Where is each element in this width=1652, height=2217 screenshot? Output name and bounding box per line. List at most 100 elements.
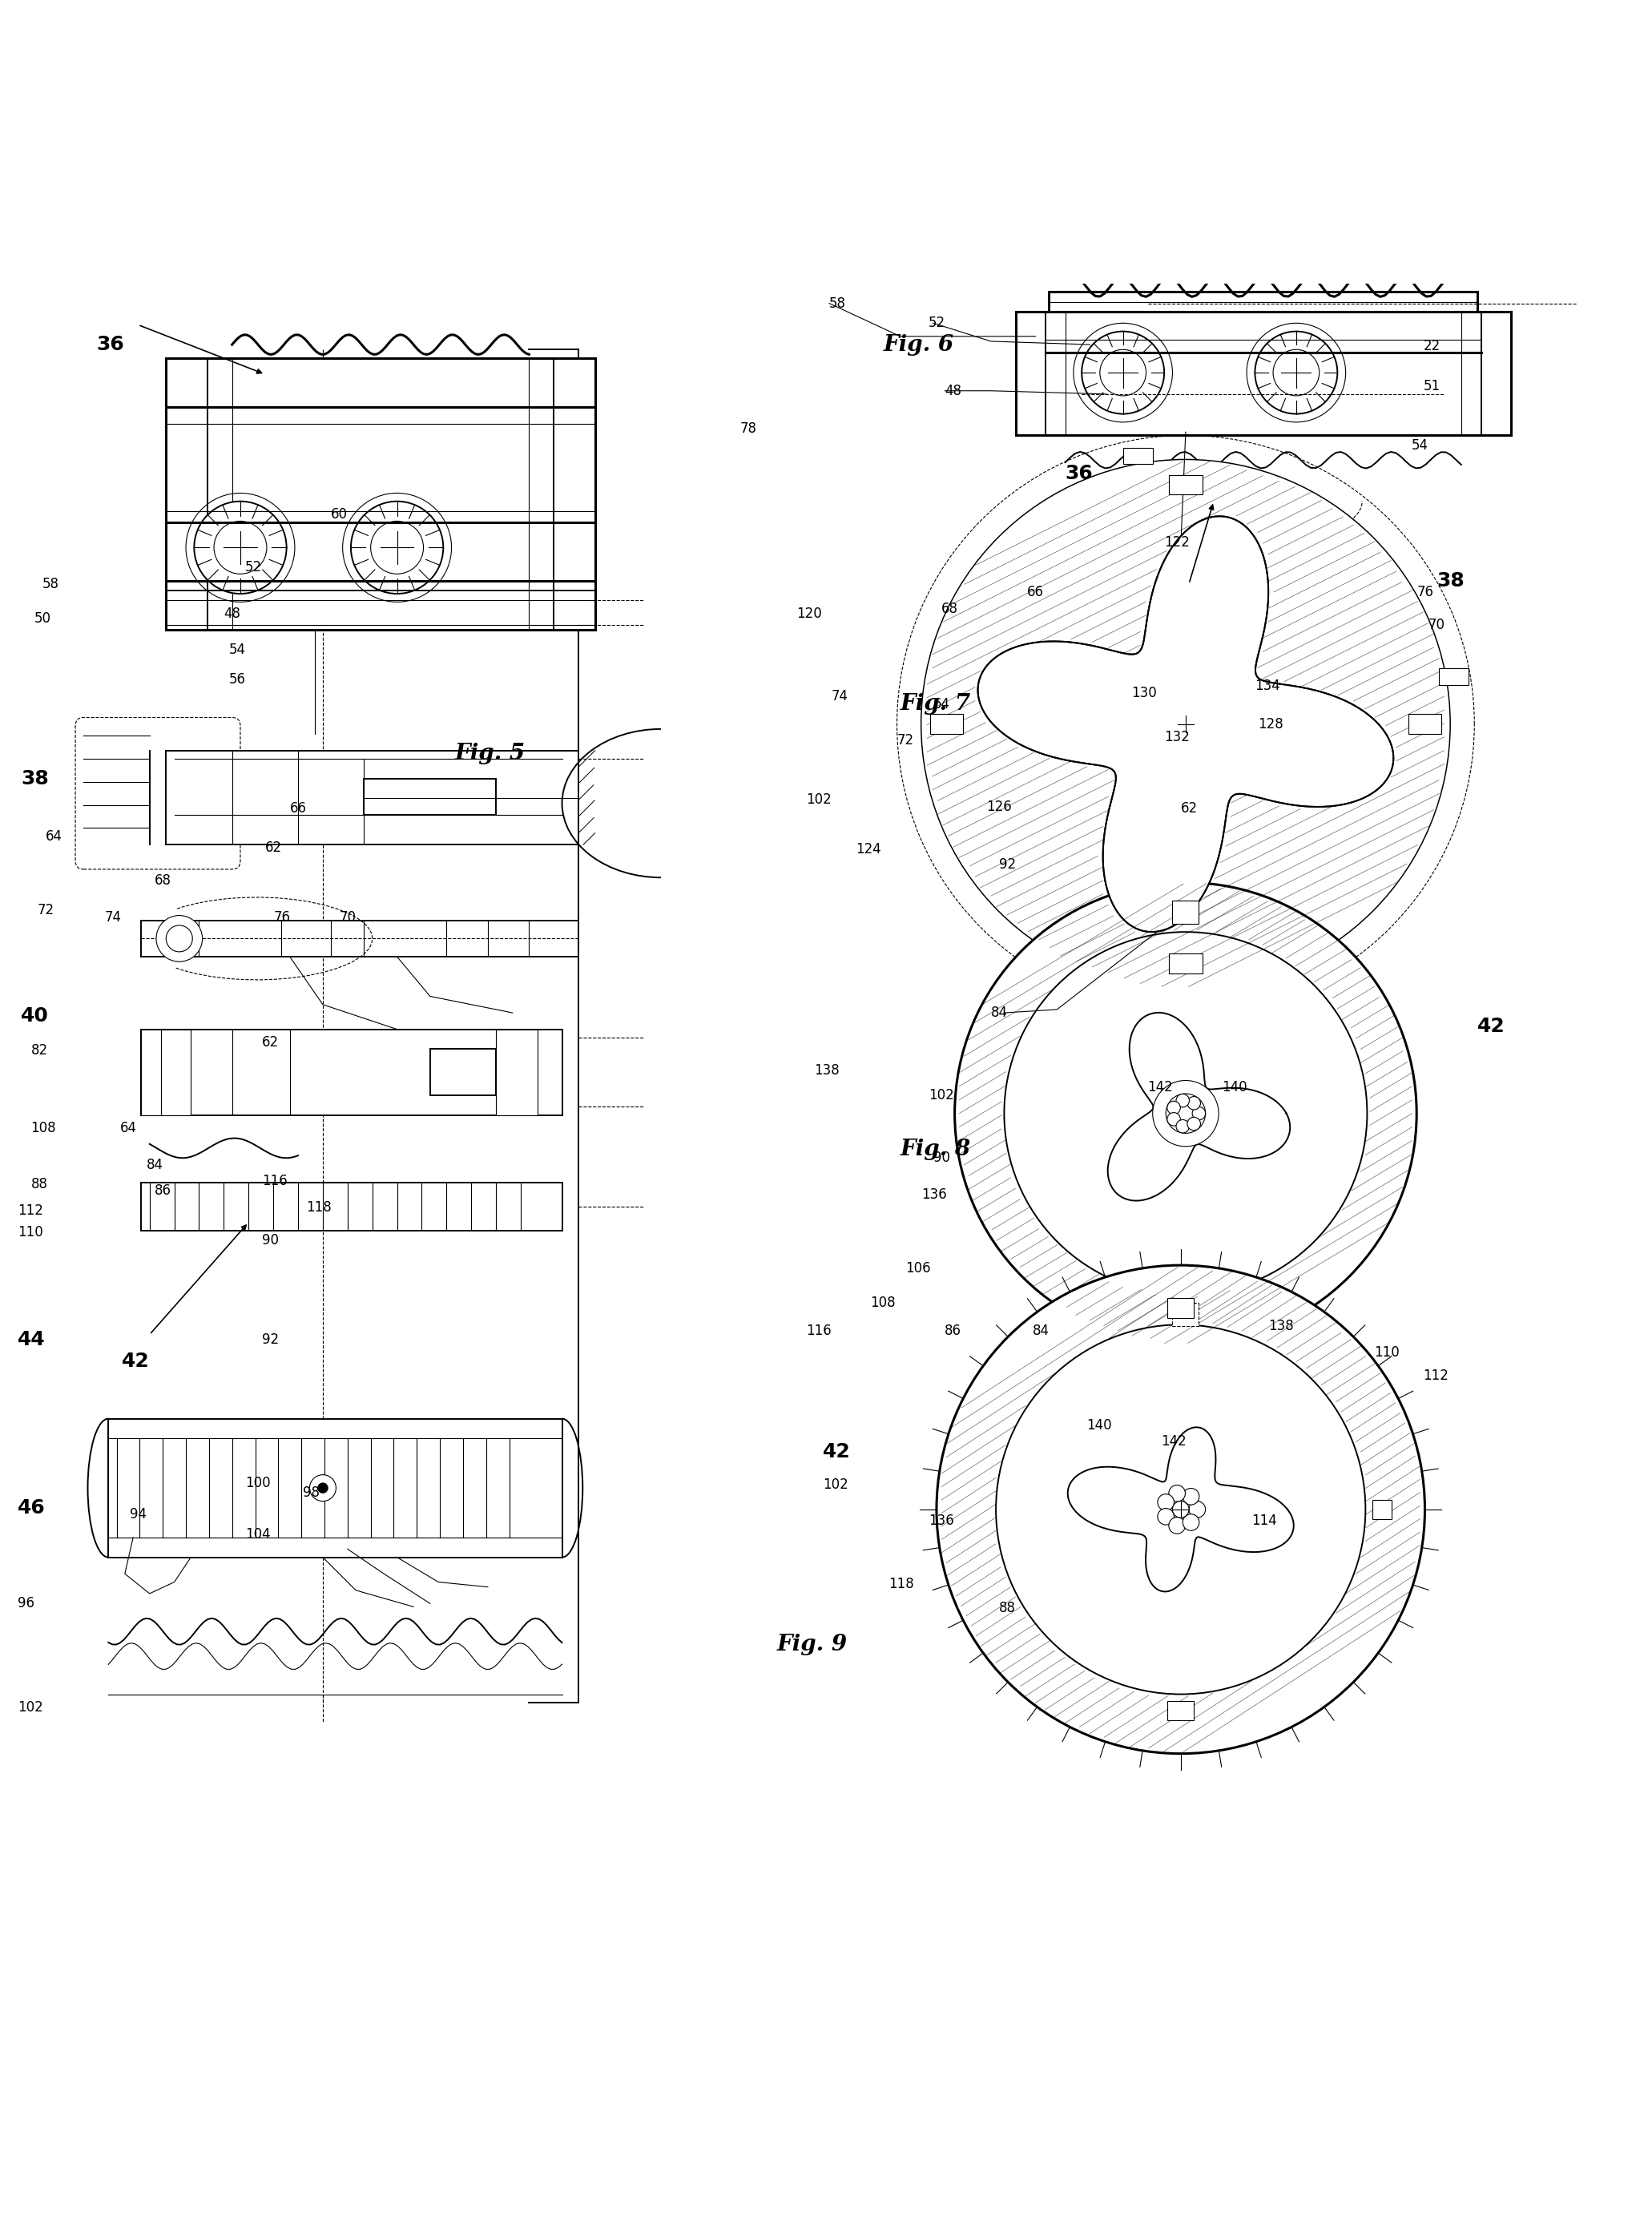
Circle shape — [167, 924, 193, 951]
Text: 102: 102 — [928, 1089, 953, 1102]
Circle shape — [1100, 350, 1146, 397]
Text: 84: 84 — [991, 1007, 1008, 1020]
Circle shape — [922, 461, 1449, 989]
Text: 68: 68 — [155, 873, 172, 889]
Text: 142: 142 — [1161, 1434, 1186, 1450]
Circle shape — [1183, 1514, 1199, 1530]
Text: 120: 120 — [796, 605, 821, 621]
Text: 22: 22 — [1424, 339, 1441, 353]
Text: 52: 52 — [244, 561, 263, 574]
Circle shape — [1176, 1093, 1189, 1106]
Text: 54: 54 — [228, 643, 246, 656]
Text: 86: 86 — [945, 1324, 961, 1339]
Text: 128: 128 — [1259, 716, 1284, 732]
Text: 94: 94 — [131, 1508, 147, 1521]
FancyBboxPatch shape — [76, 718, 240, 869]
Bar — [1049, 293, 1477, 313]
Circle shape — [1082, 330, 1165, 415]
Bar — [142, 920, 578, 958]
Text: 54: 54 — [1412, 439, 1429, 452]
Text: 42: 42 — [122, 1352, 149, 1370]
Text: 66: 66 — [289, 800, 307, 816]
Circle shape — [213, 521, 266, 574]
Circle shape — [1189, 1501, 1206, 1519]
Text: 84: 84 — [147, 1157, 164, 1173]
Bar — [142, 1182, 562, 1230]
Circle shape — [1166, 1093, 1206, 1133]
Text: 58: 58 — [43, 576, 59, 592]
Text: 90: 90 — [261, 1233, 279, 1248]
Bar — [430, 1049, 496, 1095]
Text: 110: 110 — [1374, 1346, 1399, 1359]
Bar — [1168, 1299, 1194, 1319]
Bar — [167, 752, 578, 845]
Text: 108: 108 — [31, 1122, 56, 1135]
Circle shape — [1158, 1494, 1175, 1510]
Text: 62: 62 — [261, 1035, 279, 1049]
Circle shape — [1183, 1488, 1199, 1505]
Text: 98: 98 — [302, 1485, 320, 1501]
Circle shape — [1168, 1102, 1181, 1115]
Text: 70: 70 — [339, 909, 357, 924]
Text: 108: 108 — [871, 1297, 895, 1310]
Bar — [142, 1029, 562, 1115]
Text: 136: 136 — [928, 1514, 953, 1528]
Circle shape — [1168, 1113, 1181, 1126]
Text: 90: 90 — [933, 1151, 950, 1166]
Text: 92: 92 — [261, 1332, 279, 1346]
Circle shape — [1158, 1508, 1175, 1525]
Polygon shape — [1067, 1428, 1294, 1592]
Text: 114: 114 — [1252, 1514, 1277, 1528]
Circle shape — [1188, 1097, 1201, 1111]
Text: 140: 140 — [1222, 1080, 1247, 1095]
Text: 100: 100 — [244, 1477, 271, 1490]
Text: 74: 74 — [831, 689, 847, 703]
Text: 72: 72 — [897, 734, 914, 747]
Text: 56: 56 — [228, 672, 246, 687]
Text: 64: 64 — [46, 829, 63, 842]
Text: 104: 104 — [244, 1528, 271, 1541]
Bar — [1170, 474, 1203, 494]
Bar — [930, 714, 963, 734]
Text: 132: 132 — [1165, 729, 1189, 745]
Bar — [1439, 670, 1469, 685]
Text: 36: 36 — [1066, 463, 1094, 483]
Bar — [1168, 1700, 1194, 1720]
Text: 122: 122 — [1165, 534, 1189, 550]
Text: 106: 106 — [905, 1261, 930, 1275]
Text: 68: 68 — [942, 601, 958, 616]
Text: 130: 130 — [1132, 685, 1156, 701]
Circle shape — [1153, 1080, 1219, 1146]
Text: 126: 126 — [986, 800, 1011, 814]
Bar — [109, 1419, 562, 1556]
Text: 74: 74 — [106, 909, 122, 924]
Text: 102: 102 — [806, 794, 831, 807]
Circle shape — [309, 1474, 335, 1501]
Text: 112: 112 — [1424, 1368, 1449, 1383]
Text: 60: 60 — [330, 508, 349, 521]
Text: 42: 42 — [1477, 1015, 1505, 1035]
Circle shape — [1176, 1120, 1189, 1133]
Bar — [363, 778, 496, 816]
Text: 36: 36 — [97, 335, 124, 355]
Text: 134: 134 — [1256, 678, 1280, 694]
Text: 138: 138 — [1269, 1319, 1294, 1332]
Text: 116: 116 — [806, 1324, 831, 1339]
Text: 40: 40 — [21, 1007, 50, 1026]
Bar — [1173, 1304, 1199, 1326]
Text: 86: 86 — [155, 1184, 172, 1197]
Circle shape — [1168, 1485, 1184, 1501]
Text: 70: 70 — [1429, 619, 1446, 632]
Text: 48: 48 — [945, 384, 961, 399]
Text: 136: 136 — [922, 1186, 947, 1202]
Text: 66: 66 — [1028, 585, 1044, 599]
Text: 76: 76 — [273, 909, 291, 924]
Text: Fig. 5: Fig. 5 — [454, 743, 525, 765]
Text: 44: 44 — [18, 1330, 46, 1350]
Circle shape — [937, 1266, 1426, 1754]
Polygon shape — [978, 517, 1393, 931]
Text: 62: 62 — [264, 840, 282, 856]
Text: 64: 64 — [933, 696, 950, 712]
Circle shape — [350, 501, 443, 594]
Bar — [1016, 313, 1510, 435]
